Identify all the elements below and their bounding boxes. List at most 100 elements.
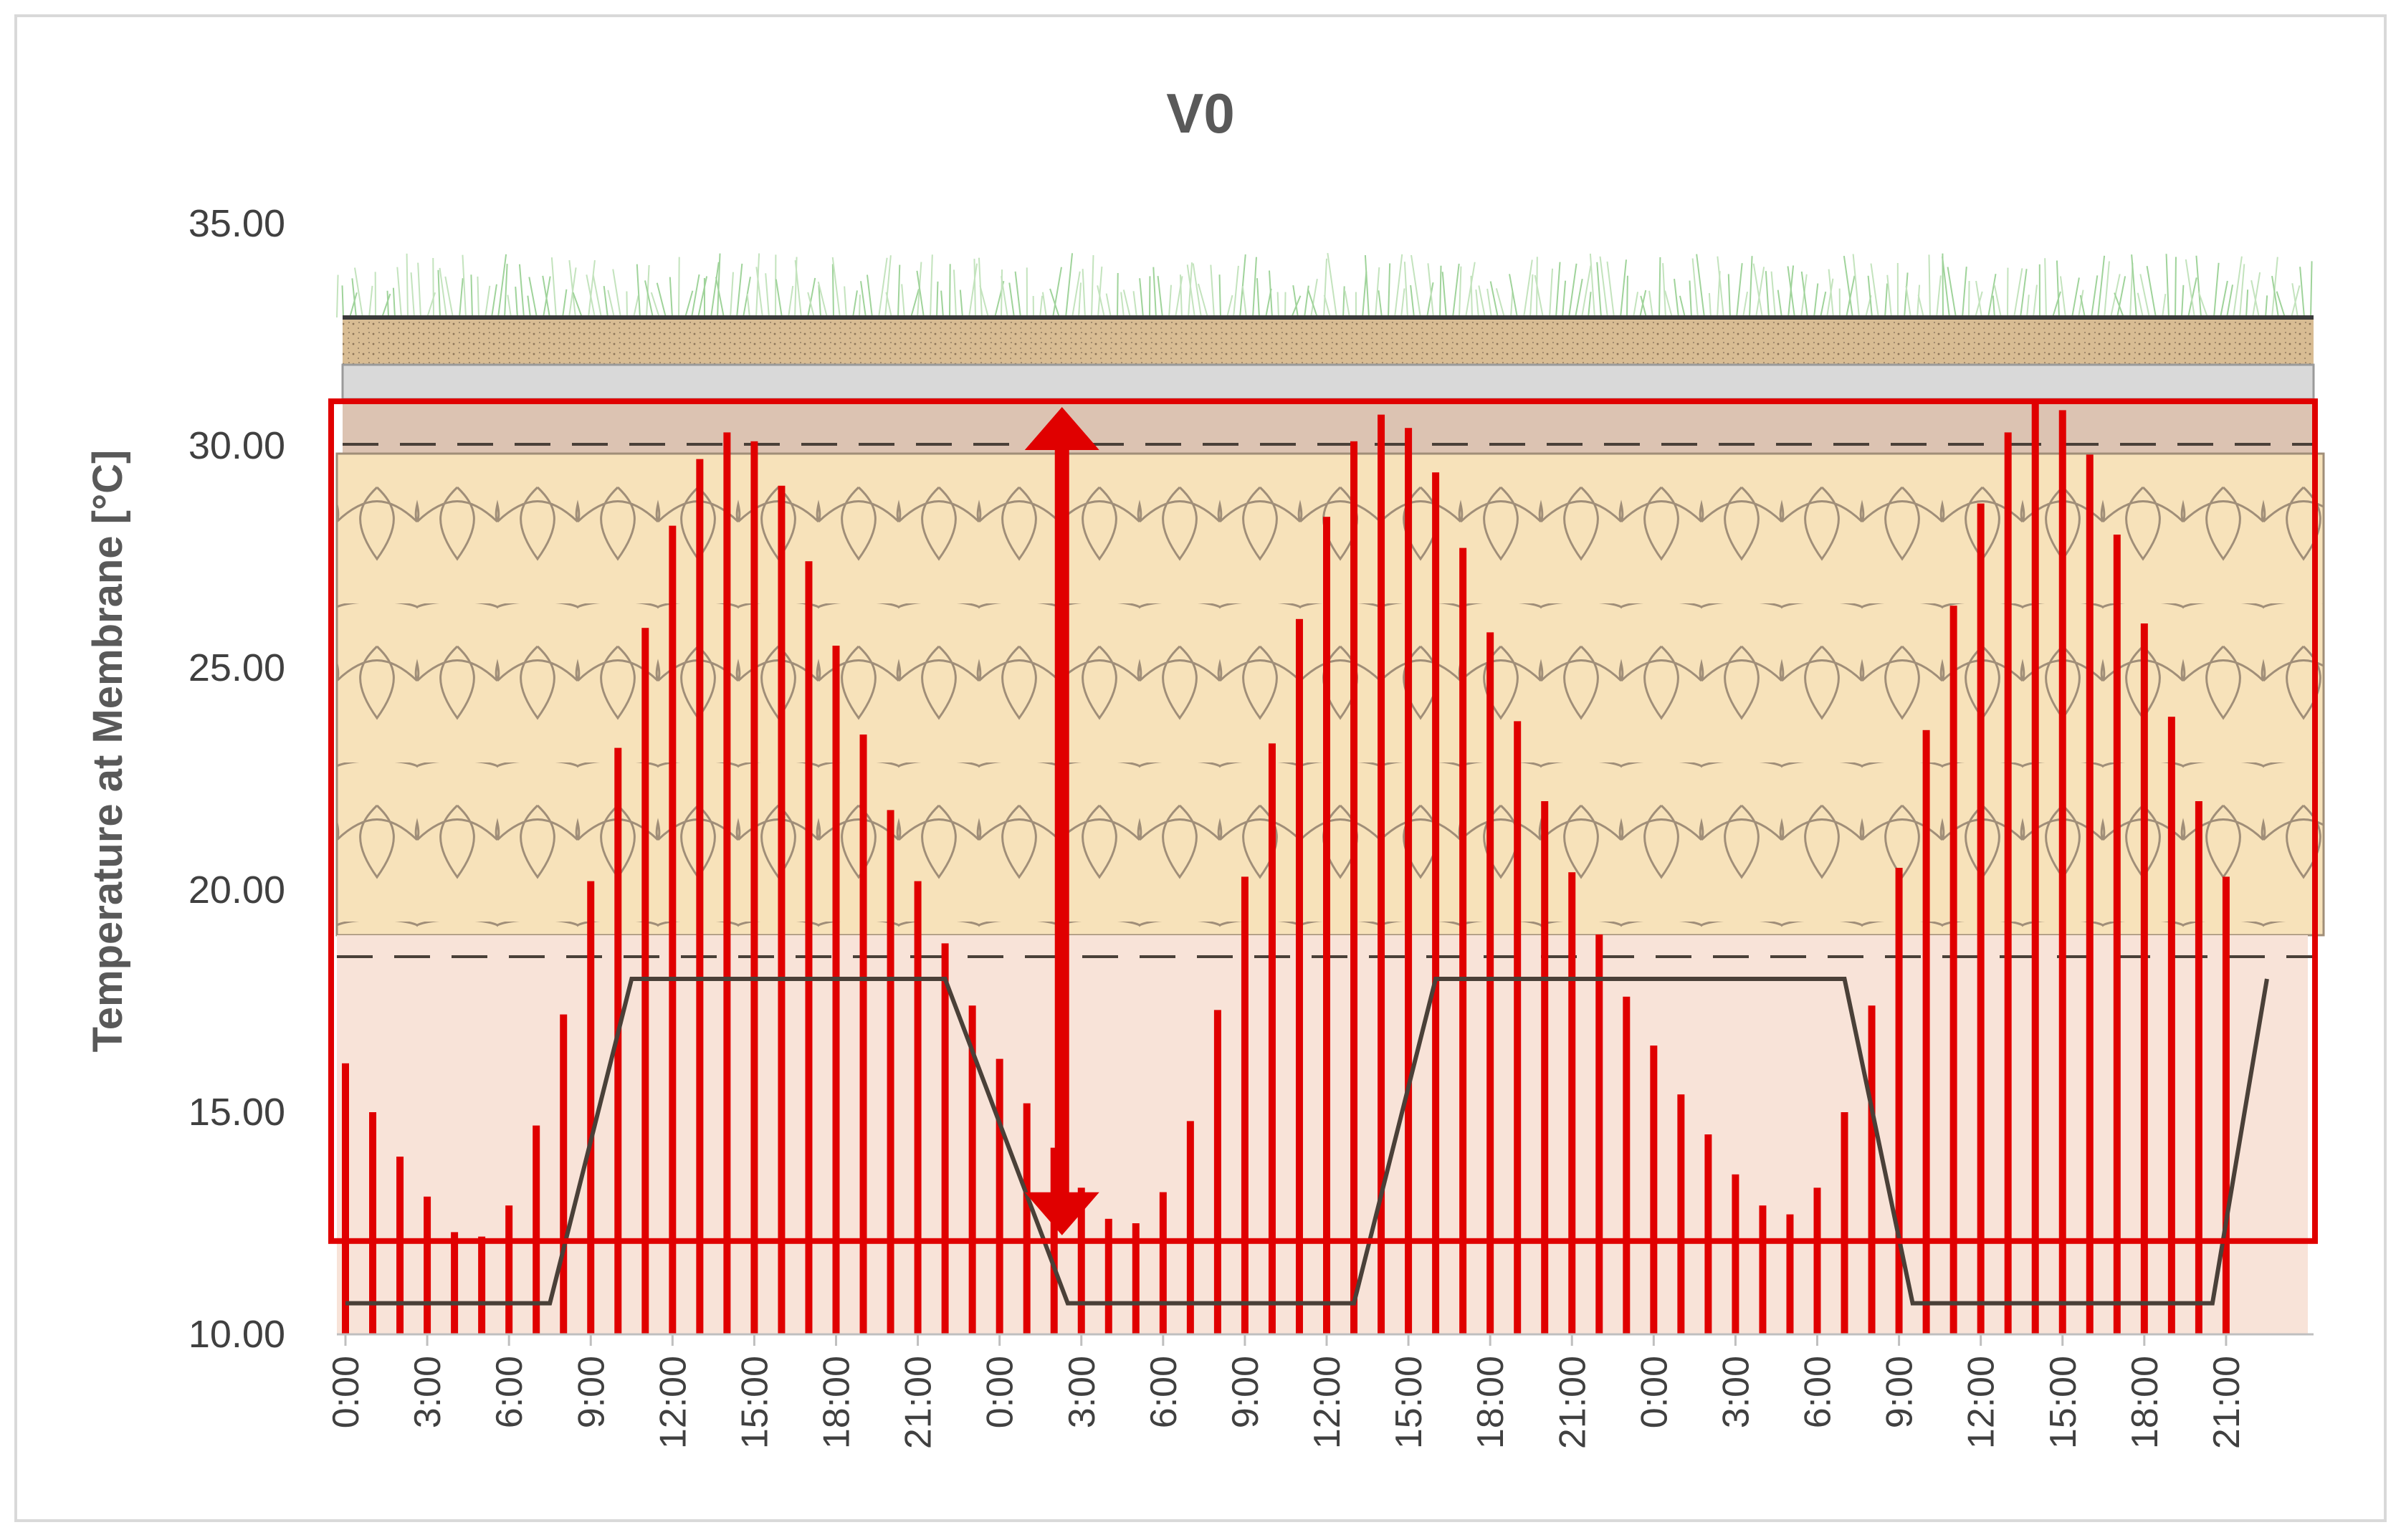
x-tick-label: 15:00: [734, 1356, 775, 1449]
temperature-bar: [996, 1059, 1003, 1334]
grass-blade: [1627, 276, 1628, 317]
temperature-bar: [1595, 934, 1603, 1334]
x-tick-label: 21:00: [898, 1356, 940, 1449]
temperature-bar: [369, 1112, 376, 1334]
temperature-bar: [478, 1237, 485, 1334]
temperature-bar: [1269, 743, 1276, 1334]
temperature-bar: [1759, 1205, 1766, 1334]
temperature-bar: [1814, 1187, 1821, 1334]
x-tick-label: 6:00: [1143, 1356, 1185, 1428]
temperature-bar: [2032, 401, 2039, 1334]
temperature-bar: [696, 459, 703, 1334]
temperature-bar: [1896, 868, 1903, 1334]
x-tick-label: 9:00: [1225, 1356, 1266, 1428]
x-tick-label: 12:00: [652, 1356, 694, 1449]
x-tick-label: 9:00: [1879, 1356, 1921, 1428]
y-axis-label: Temperature at Membrane [°C]: [85, 450, 131, 1053]
temperature-bar: [915, 881, 922, 1334]
temperature-bar: [1350, 441, 1357, 1334]
temperature-bar: [805, 561, 812, 1334]
temperature-bar: [1786, 1215, 1793, 1334]
y-tick-label: 25.00: [188, 646, 285, 689]
y-tick-label: 35.00: [188, 202, 285, 245]
temperature-bar: [1486, 632, 1494, 1334]
temperature-bar: [860, 735, 867, 1334]
temperature-bar: [750, 441, 758, 1334]
substrate-layer: [343, 317, 2314, 365]
temperature-bar: [396, 1157, 404, 1334]
y-tick-label: 30.00: [188, 424, 285, 467]
temperature-bar: [451, 1232, 458, 1334]
temperature-bar: [1650, 1046, 1657, 1334]
temperature-bar: [1568, 872, 1575, 1334]
y-tick-label: 10.00: [188, 1313, 285, 1356]
temperature-bar: [1023, 1104, 1031, 1334]
temperature-bar: [723, 432, 730, 1334]
temperature-bar: [1105, 1219, 1112, 1334]
chart-title: V0: [1166, 82, 1234, 145]
x-tick-label: 0:00: [1633, 1356, 1675, 1428]
temperature-bar: [1704, 1134, 1712, 1334]
temperature-bar: [2059, 410, 2066, 1334]
temperature-bar: [2086, 454, 2094, 1334]
temperature-bar: [1950, 606, 1957, 1334]
x-tick-label: 12:00: [1961, 1356, 2003, 1449]
grass-blade: [2175, 257, 2176, 317]
temperature-bar: [1296, 619, 1303, 1334]
x-tick-label: 3:00: [1061, 1356, 1103, 1428]
grass-blade: [859, 295, 860, 317]
grass-blade: [626, 291, 627, 317]
temperature-bar: [833, 646, 840, 1334]
temperature-bar: [1541, 801, 1548, 1334]
temperature-bar: [2223, 876, 2230, 1334]
x-tick-label: 0:00: [325, 1356, 367, 1428]
x-tick-label: 18:00: [816, 1356, 858, 1449]
grass-blade: [407, 254, 408, 317]
temperature-bar: [1677, 1094, 1684, 1334]
temperature-bar: [1214, 1010, 1221, 1334]
temperature-bar: [1623, 997, 1630, 1334]
temperature-bar: [2195, 801, 2202, 1334]
temperature-bar: [669, 526, 676, 1334]
temperature-bar: [942, 943, 949, 1334]
temperature-bar: [1977, 504, 1985, 1334]
temperature-bar: [1868, 1005, 1876, 1334]
temperature-bar: [1241, 876, 1249, 1334]
grass-blade: [1285, 292, 1286, 317]
temperature-bar: [1160, 1192, 1167, 1334]
x-tick-label: 3:00: [1715, 1356, 1757, 1428]
range-arrow-shaft: [1055, 443, 1069, 1200]
x-tick-label: 21:00: [2206, 1356, 2248, 1449]
x-tick-label: 12:00: [1307, 1356, 1348, 1449]
x-tick-label: 9:00: [571, 1356, 612, 1428]
grass-blade: [833, 264, 834, 317]
y-tick-label: 20.00: [188, 869, 285, 912]
temperature-bar: [2114, 535, 2121, 1334]
grass-blade: [433, 258, 434, 317]
x-tick-label: 15:00: [1388, 1356, 1430, 1449]
temperature-bar: [1459, 548, 1466, 1334]
x-tick-label: 18:00: [2124, 1356, 2166, 1449]
temperature-bar: [342, 1063, 349, 1334]
temperature-bar: [641, 628, 649, 1334]
x-tick-label: 18:00: [1470, 1356, 1512, 1449]
interior-zone: [337, 935, 2308, 1334]
x-tick-label: 15:00: [2043, 1356, 2084, 1449]
grass-blade: [1969, 281, 1970, 317]
temperature-bar: [424, 1197, 431, 1334]
temperature-bar: [560, 1015, 567, 1334]
temperature-bar: [2005, 432, 2012, 1334]
x-tick-label: 6:00: [489, 1356, 530, 1428]
y-tick-label: 15.00: [188, 1091, 285, 1134]
grass-blade: [1117, 273, 1118, 317]
temperature-bar: [1323, 517, 1330, 1334]
temperature-bar: [1841, 1112, 1848, 1334]
temperature-bar: [1432, 472, 1439, 1334]
x-tick-label: 0:00: [980, 1356, 1021, 1428]
temperature-bar: [1405, 428, 1412, 1334]
temperature-bar: [1732, 1175, 1739, 1334]
temperature-bar: [505, 1205, 512, 1334]
grass-blade: [1278, 292, 1279, 317]
